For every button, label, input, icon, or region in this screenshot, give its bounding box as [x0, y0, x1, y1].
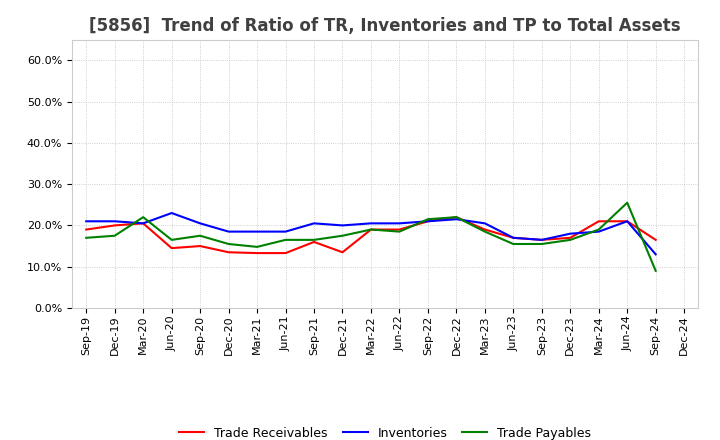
Inventories	[595, 229, 603, 234]
Trade Receivables	[566, 235, 575, 240]
Trade Payables	[167, 237, 176, 242]
Trade Receivables	[452, 215, 461, 220]
Trade Receivables	[652, 237, 660, 242]
Inventories	[196, 221, 204, 226]
Inventories	[82, 219, 91, 224]
Trade Payables	[139, 215, 148, 220]
Trade Receivables	[110, 223, 119, 228]
Inventories	[537, 237, 546, 242]
Line: Trade Receivables: Trade Receivables	[86, 217, 656, 253]
Inventories	[423, 219, 432, 224]
Inventories	[509, 235, 518, 240]
Trade Payables	[338, 233, 347, 238]
Trade Receivables	[623, 219, 631, 224]
Trade Receivables	[509, 235, 518, 240]
Trade Payables	[282, 237, 290, 242]
Trade Payables	[253, 244, 261, 249]
Trade Payables	[110, 233, 119, 238]
Trade Receivables	[196, 243, 204, 249]
Inventories	[566, 231, 575, 236]
Trade Payables	[480, 229, 489, 234]
Inventories	[366, 221, 375, 226]
Inventories	[282, 229, 290, 234]
Trade Payables	[82, 235, 91, 240]
Trade Payables	[196, 233, 204, 238]
Inventories	[452, 216, 461, 222]
Inventories	[225, 229, 233, 234]
Trade Payables	[623, 200, 631, 205]
Trade Receivables	[480, 227, 489, 232]
Trade Payables	[423, 216, 432, 222]
Trade Receivables	[253, 250, 261, 256]
Inventories	[652, 252, 660, 257]
Inventories	[253, 229, 261, 234]
Inventories	[110, 219, 119, 224]
Trade Receivables	[310, 239, 318, 245]
Line: Trade Payables: Trade Payables	[86, 203, 656, 271]
Trade Payables	[366, 227, 375, 232]
Inventories	[623, 219, 631, 224]
Trade Payables	[595, 227, 603, 232]
Inventories	[395, 221, 404, 226]
Trade Receivables	[225, 249, 233, 255]
Trade Receivables	[537, 237, 546, 242]
Legend: Trade Receivables, Inventories, Trade Payables: Trade Receivables, Inventories, Trade Pa…	[179, 427, 591, 440]
Trade Receivables	[366, 227, 375, 232]
Title: [5856]  Trend of Ratio of TR, Inventories and TP to Total Assets: [5856] Trend of Ratio of TR, Inventories…	[89, 17, 681, 35]
Trade Receivables	[338, 249, 347, 255]
Trade Payables	[537, 242, 546, 247]
Trade Payables	[452, 215, 461, 220]
Trade Payables	[566, 237, 575, 242]
Inventories	[310, 221, 318, 226]
Inventories	[167, 210, 176, 216]
Trade Receivables	[395, 227, 404, 232]
Inventories	[338, 223, 347, 228]
Trade Receivables	[167, 246, 176, 251]
Trade Receivables	[82, 227, 91, 232]
Inventories	[139, 221, 148, 226]
Trade Payables	[395, 229, 404, 234]
Trade Receivables	[595, 219, 603, 224]
Trade Receivables	[282, 250, 290, 256]
Inventories	[480, 221, 489, 226]
Trade Receivables	[423, 219, 432, 224]
Trade Payables	[310, 237, 318, 242]
Trade Receivables	[139, 221, 148, 226]
Trade Payables	[225, 242, 233, 247]
Trade Payables	[509, 242, 518, 247]
Trade Payables	[652, 268, 660, 274]
Line: Inventories: Inventories	[86, 213, 656, 254]
